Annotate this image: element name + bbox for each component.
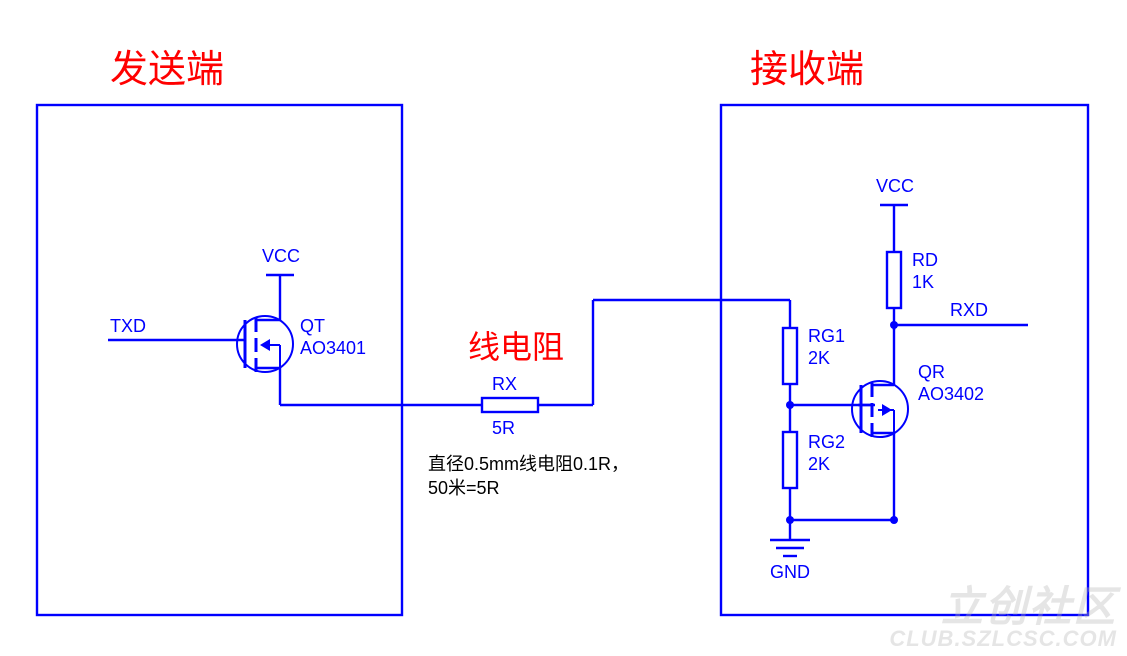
qr-ref: QR xyxy=(918,362,945,383)
note-line1: 直径0.5mm线电阻0.1R， xyxy=(428,450,629,476)
node-gnd xyxy=(890,516,898,524)
txd-label: TXD xyxy=(110,316,146,337)
rxd-label: RXD xyxy=(950,300,988,321)
rg1-ref: RG1 xyxy=(808,326,845,347)
rx-res-val: 5R xyxy=(492,418,515,439)
watermark-line2: CLUB.SZLCSC.COM xyxy=(889,628,1117,650)
rg1-body xyxy=(783,328,797,384)
qt-part: AO3401 xyxy=(300,338,366,359)
tx-block-border xyxy=(37,105,402,615)
schematic-canvas: 发送端 接收端 线电阻 TXD VCC QT AO3401 RX 5R 直径0.… xyxy=(0,0,1127,656)
tx-vcc-label: VCC xyxy=(262,246,300,267)
qr-part: AO3402 xyxy=(918,384,984,405)
rd-val: 1K xyxy=(912,272,934,293)
rd-body xyxy=(887,252,901,308)
rg2-val: 2K xyxy=(808,454,830,475)
qt-bulk-arrow xyxy=(260,339,270,351)
rd-ref: RD xyxy=(912,250,938,271)
watermark-line1: 立创社区 xyxy=(889,586,1117,628)
qt-ref: QT xyxy=(300,316,325,337)
rx-res-ref: RX xyxy=(492,374,517,395)
rg1-val: 2K xyxy=(808,348,830,369)
tx-title: 发送端 xyxy=(110,38,224,93)
watermark: 立创社区 CLUB.SZLCSC.COM xyxy=(889,586,1117,650)
note-line2: 50米=5R xyxy=(428,474,500,500)
rg2-ref: RG2 xyxy=(808,432,845,453)
rx-resistor-body xyxy=(482,398,538,412)
rx-title: 接收端 xyxy=(750,38,864,93)
qr-bulk-arrow xyxy=(882,404,892,416)
rg2-body xyxy=(783,432,797,488)
mid-title: 线电阻 xyxy=(468,322,564,368)
rx-vcc-label: VCC xyxy=(876,176,914,197)
gnd-label: GND xyxy=(770,562,810,583)
